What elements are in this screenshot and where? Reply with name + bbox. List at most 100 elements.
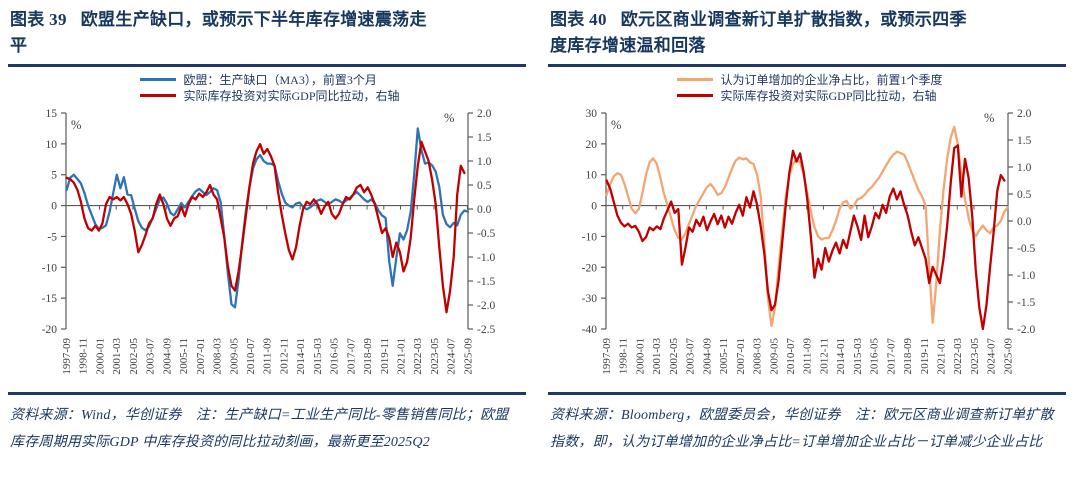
svg-text:2023-05: 2023-05 — [969, 337, 981, 374]
svg-text:2011-09: 2011-09 — [262, 337, 274, 374]
svg-text:1998-11: 1998-11 — [78, 338, 90, 374]
legend-label: 实际库存投资对实际GDP同比拉动，右轴 — [183, 89, 400, 104]
svg-text:2016-05: 2016-05 — [869, 337, 881, 374]
figure-39: 图表 39 欧盟生产缺口，或预示下半年库存增速震荡走平 欧盟：生产缺口（MA3），… — [0, 0, 540, 450]
svg-text:2004-09: 2004-09 — [701, 337, 713, 374]
figure-40-source-note: 资料来源：Bloomberg，欧盟委员会，华创证券 注：欧元区商业调查新订单扩散… — [550, 407, 1054, 450]
svg-text:2022-03: 2022-03 — [952, 337, 964, 374]
svg-text:20: 20 — [586, 139, 598, 151]
svg-text:0.5: 0.5 — [477, 180, 492, 192]
figure-40: 图表 40 欧元区商业调查新订单扩散指数，或预示四季度库存增速温和回落 认为订单增… — [540, 0, 1080, 491]
svg-text:-0.5: -0.5 — [477, 228, 495, 240]
note-divider-line — [548, 391, 1066, 395]
svg-text:2023-05: 2023-05 — [429, 337, 441, 374]
svg-text:-15: -15 — [42, 293, 58, 305]
svg-text:0: 0 — [591, 200, 597, 212]
svg-text:2016-05: 2016-05 — [329, 337, 341, 374]
svg-text:2015-03: 2015-03 — [852, 337, 864, 374]
svg-text:-10: -10 — [42, 262, 58, 274]
svg-text:-1.0: -1.0 — [477, 252, 495, 264]
orange-line-swatch — [677, 78, 714, 82]
figure-39-title-text: 欧盟生产缺口，或预示下半年库存增速震荡走平 — [10, 10, 427, 56]
svg-text:-20: -20 — [582, 262, 598, 274]
svg-text:-40: -40 — [582, 324, 598, 336]
svg-text:2022-03: 2022-03 — [412, 337, 424, 374]
svg-text:0.0: 0.0 — [1017, 216, 1032, 228]
svg-text:-1.5: -1.5 — [1017, 297, 1035, 309]
svg-text:0: 0 — [51, 200, 57, 212]
svg-text:2002-05: 2002-05 — [128, 337, 140, 374]
svg-text:1.0: 1.0 — [477, 156, 492, 168]
svg-text:2000-01: 2000-01 — [95, 338, 107, 375]
svg-text:2024-07: 2024-07 — [986, 337, 998, 374]
svg-text:1997-09: 1997-09 — [61, 337, 73, 374]
svg-text:2007-01: 2007-01 — [735, 338, 747, 375]
chart-40-legend: 认为订单增加的企业净占比，前置1个季度 实际库存投资对实际GDP同比拉动，右轴 — [677, 72, 943, 104]
svg-text:2019-11: 2019-11 — [919, 338, 931, 374]
figure-39-number: 图表 39 — [10, 10, 67, 29]
svg-text:2019-11: 2019-11 — [379, 338, 391, 374]
svg-text:2024-07: 2024-07 — [446, 337, 458, 374]
svg-text:2005-11: 2005-11 — [718, 338, 730, 374]
chart-40-area: 认为订单增加的企业净占比，前置1个季度 实际库存投资对实际GDP同比拉动，右轴 … — [540, 72, 1080, 390]
svg-text:10: 10 — [586, 169, 598, 181]
svg-text:2025-09: 2025-09 — [462, 337, 474, 374]
right-axis-unit: % — [984, 111, 994, 125]
svg-text:2011-09: 2011-09 — [802, 337, 814, 374]
svg-text:0.5: 0.5 — [1017, 189, 1032, 201]
series-line — [65, 126, 470, 309]
svg-text:1.5: 1.5 — [477, 132, 492, 144]
svg-text:2009-05: 2009-05 — [768, 337, 780, 374]
title-divider-line — [548, 63, 1066, 67]
svg-text:1998-11: 1998-11 — [618, 338, 630, 374]
svg-text:2003-07: 2003-07 — [685, 337, 697, 374]
svg-text:2015-03: 2015-03 — [312, 337, 324, 374]
svg-text:2001-03: 2001-03 — [651, 337, 663, 374]
right-axis-unit: % — [444, 111, 454, 125]
svg-text:-2.0: -2.0 — [1017, 324, 1035, 336]
legend-label: 实际库存投资对实际GDP同比拉动，右轴 — [720, 89, 937, 104]
svg-text:0.0: 0.0 — [477, 204, 492, 216]
line-chart-40: 30 20 10 0 -10 -20 -30 -40 2.0 1.5 1.0 0.5 0.0 -0.5 -1… — [582, 108, 1036, 375]
title-divider-line — [8, 63, 526, 67]
svg-text:2008-03: 2008-03 — [752, 337, 764, 374]
svg-text:-5: -5 — [47, 231, 57, 243]
svg-text:2017-07: 2017-07 — [885, 337, 897, 374]
legend-label: 认为订单增加的企业净占比，前置1个季度 — [720, 73, 943, 88]
svg-text:1.5: 1.5 — [1017, 135, 1032, 147]
svg-text:1997-09: 1997-09 — [601, 337, 613, 374]
svg-text:2018-09: 2018-09 — [362, 337, 374, 374]
legend-item: 认为订单增加的企业净占比，前置1个季度 — [677, 72, 943, 88]
left-axis-unit: % — [71, 118, 81, 132]
svg-text:2021-01: 2021-01 — [396, 338, 408, 375]
svg-text:2025-09: 2025-09 — [1002, 337, 1014, 374]
blue-line-swatch — [140, 78, 177, 82]
figure-40-number: 图表 40 — [550, 10, 607, 29]
note-divider-line — [8, 391, 526, 395]
chart-39-legend: 欧盟：生产缺口（MA3），前置3个月 实际库存投资对实际GDP同比拉动，右轴 — [140, 72, 400, 104]
legend-item: 欧盟：生产缺口（MA3），前置3个月 — [140, 72, 399, 88]
red-line-swatch — [677, 94, 714, 98]
series-line — [65, 140, 466, 314]
svg-text:2007-01: 2007-01 — [195, 338, 207, 375]
svg-text:2003-07: 2003-07 — [145, 337, 157, 374]
svg-text:2008-03: 2008-03 — [212, 337, 224, 374]
red-line-swatch — [140, 94, 177, 98]
svg-text:2010-07: 2010-07 — [785, 337, 797, 374]
svg-text:2.0: 2.0 — [477, 108, 492, 120]
figure-40-title: 图表 40 欧元区商业调查新订单扩散指数，或预示四季度库存增速温和回落 — [540, 0, 1080, 62]
svg-text:2000-01: 2000-01 — [635, 338, 647, 375]
left-axis-unit: % — [611, 118, 621, 132]
svg-text:-2.0: -2.0 — [477, 300, 495, 312]
svg-text:2009-05: 2009-05 — [228, 337, 240, 374]
series-line — [605, 143, 1006, 330]
chart-39-area: 欧盟：生产缺口（MA3），前置3个月 实际库存投资对实际GDP同比拉动，右轴 1… — [0, 72, 540, 390]
svg-text:2012-11: 2012-11 — [818, 338, 830, 374]
svg-text:2018-09: 2018-09 — [902, 337, 914, 374]
svg-text:-30: -30 — [582, 293, 598, 305]
svg-text:-10: -10 — [582, 231, 598, 243]
figure-39-title: 图表 39 欧盟生产缺口，或预示下半年库存增速震荡走平 — [0, 0, 540, 62]
svg-text:30: 30 — [586, 108, 598, 120]
svg-text:2021-01: 2021-01 — [936, 338, 948, 375]
